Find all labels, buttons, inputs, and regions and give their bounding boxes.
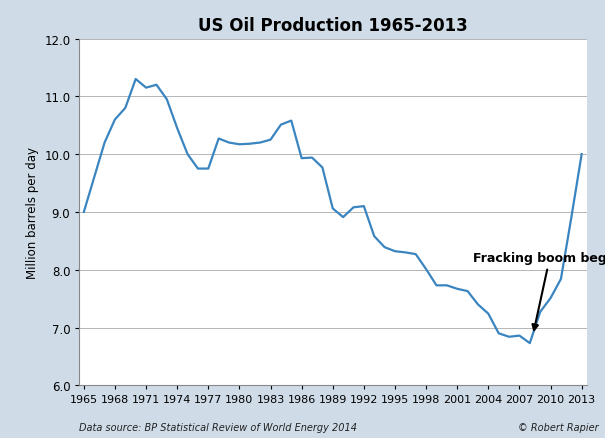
- Text: © Robert Rapier: © Robert Rapier: [518, 422, 599, 432]
- Text: Data source: BP Statistical Review of World Energy 2014: Data source: BP Statistical Review of Wo…: [79, 422, 357, 432]
- Text: Fracking boom begins: Fracking boom begins: [473, 251, 605, 330]
- Title: US Oil Production 1965-2013: US Oil Production 1965-2013: [198, 17, 468, 35]
- Y-axis label: Million barrels per day: Million barrels per day: [25, 147, 39, 278]
